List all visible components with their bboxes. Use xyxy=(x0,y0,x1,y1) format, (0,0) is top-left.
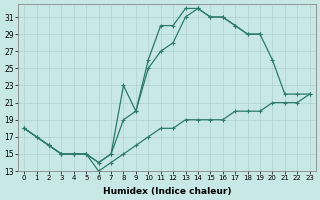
X-axis label: Humidex (Indice chaleur): Humidex (Indice chaleur) xyxy=(103,187,231,196)
